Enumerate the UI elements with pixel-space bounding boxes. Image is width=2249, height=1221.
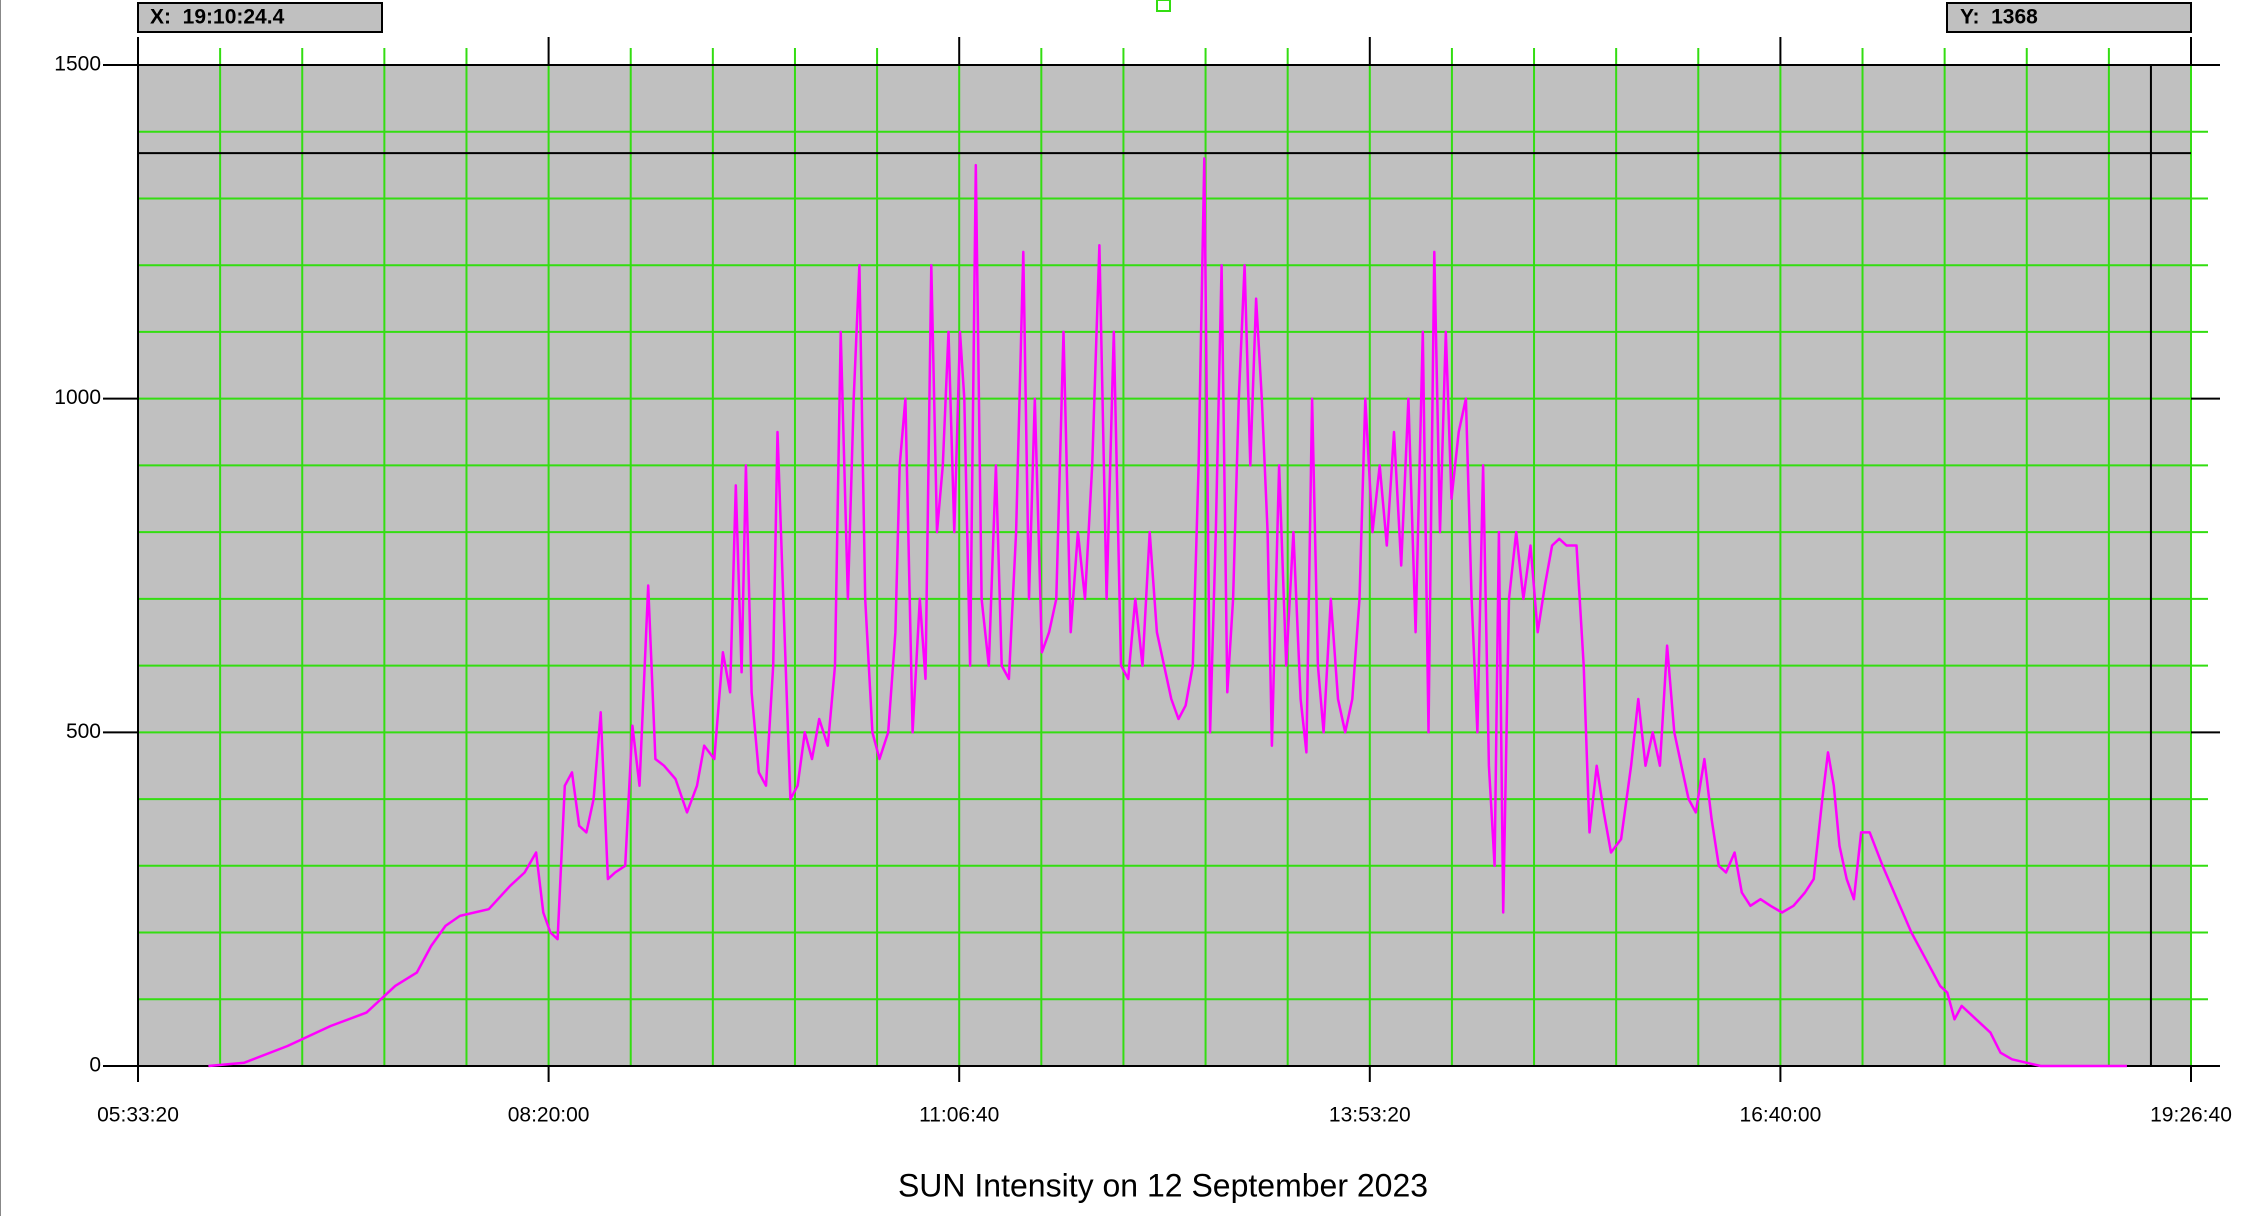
- x-tick-label: 16:40:00: [1740, 1104, 1822, 1127]
- x-tick-label: 05:33:20: [97, 1104, 179, 1127]
- data-line: [208, 157, 2127, 1068]
- x-tick-label: 19:26:40: [2150, 1104, 2232, 1127]
- y-tick-label: 1000: [54, 386, 101, 409]
- y-readout: Y: 1368: [1960, 6, 2038, 29]
- x-tick-label: 08:20:00: [508, 1104, 590, 1127]
- marker: [1156, 0, 1171, 12]
- y-tick-label: 1500: [54, 53, 101, 76]
- x-readout: X: 19:10:24.4: [150, 6, 285, 29]
- chart-title: SUN Intensity on 12 September 2023: [898, 1167, 1428, 1203]
- y-tick-label: 0: [89, 1054, 101, 1077]
- x-tick-label: 11:06:40: [919, 1104, 999, 1127]
- y-tick-label: 500: [66, 720, 101, 743]
- x-tick-label: 13:53:20: [1329, 1104, 1411, 1127]
- plot-area: [138, 65, 2191, 1066]
- y-readout-box: [1946, 2, 2192, 33]
- x-readout-box: [137, 2, 383, 33]
